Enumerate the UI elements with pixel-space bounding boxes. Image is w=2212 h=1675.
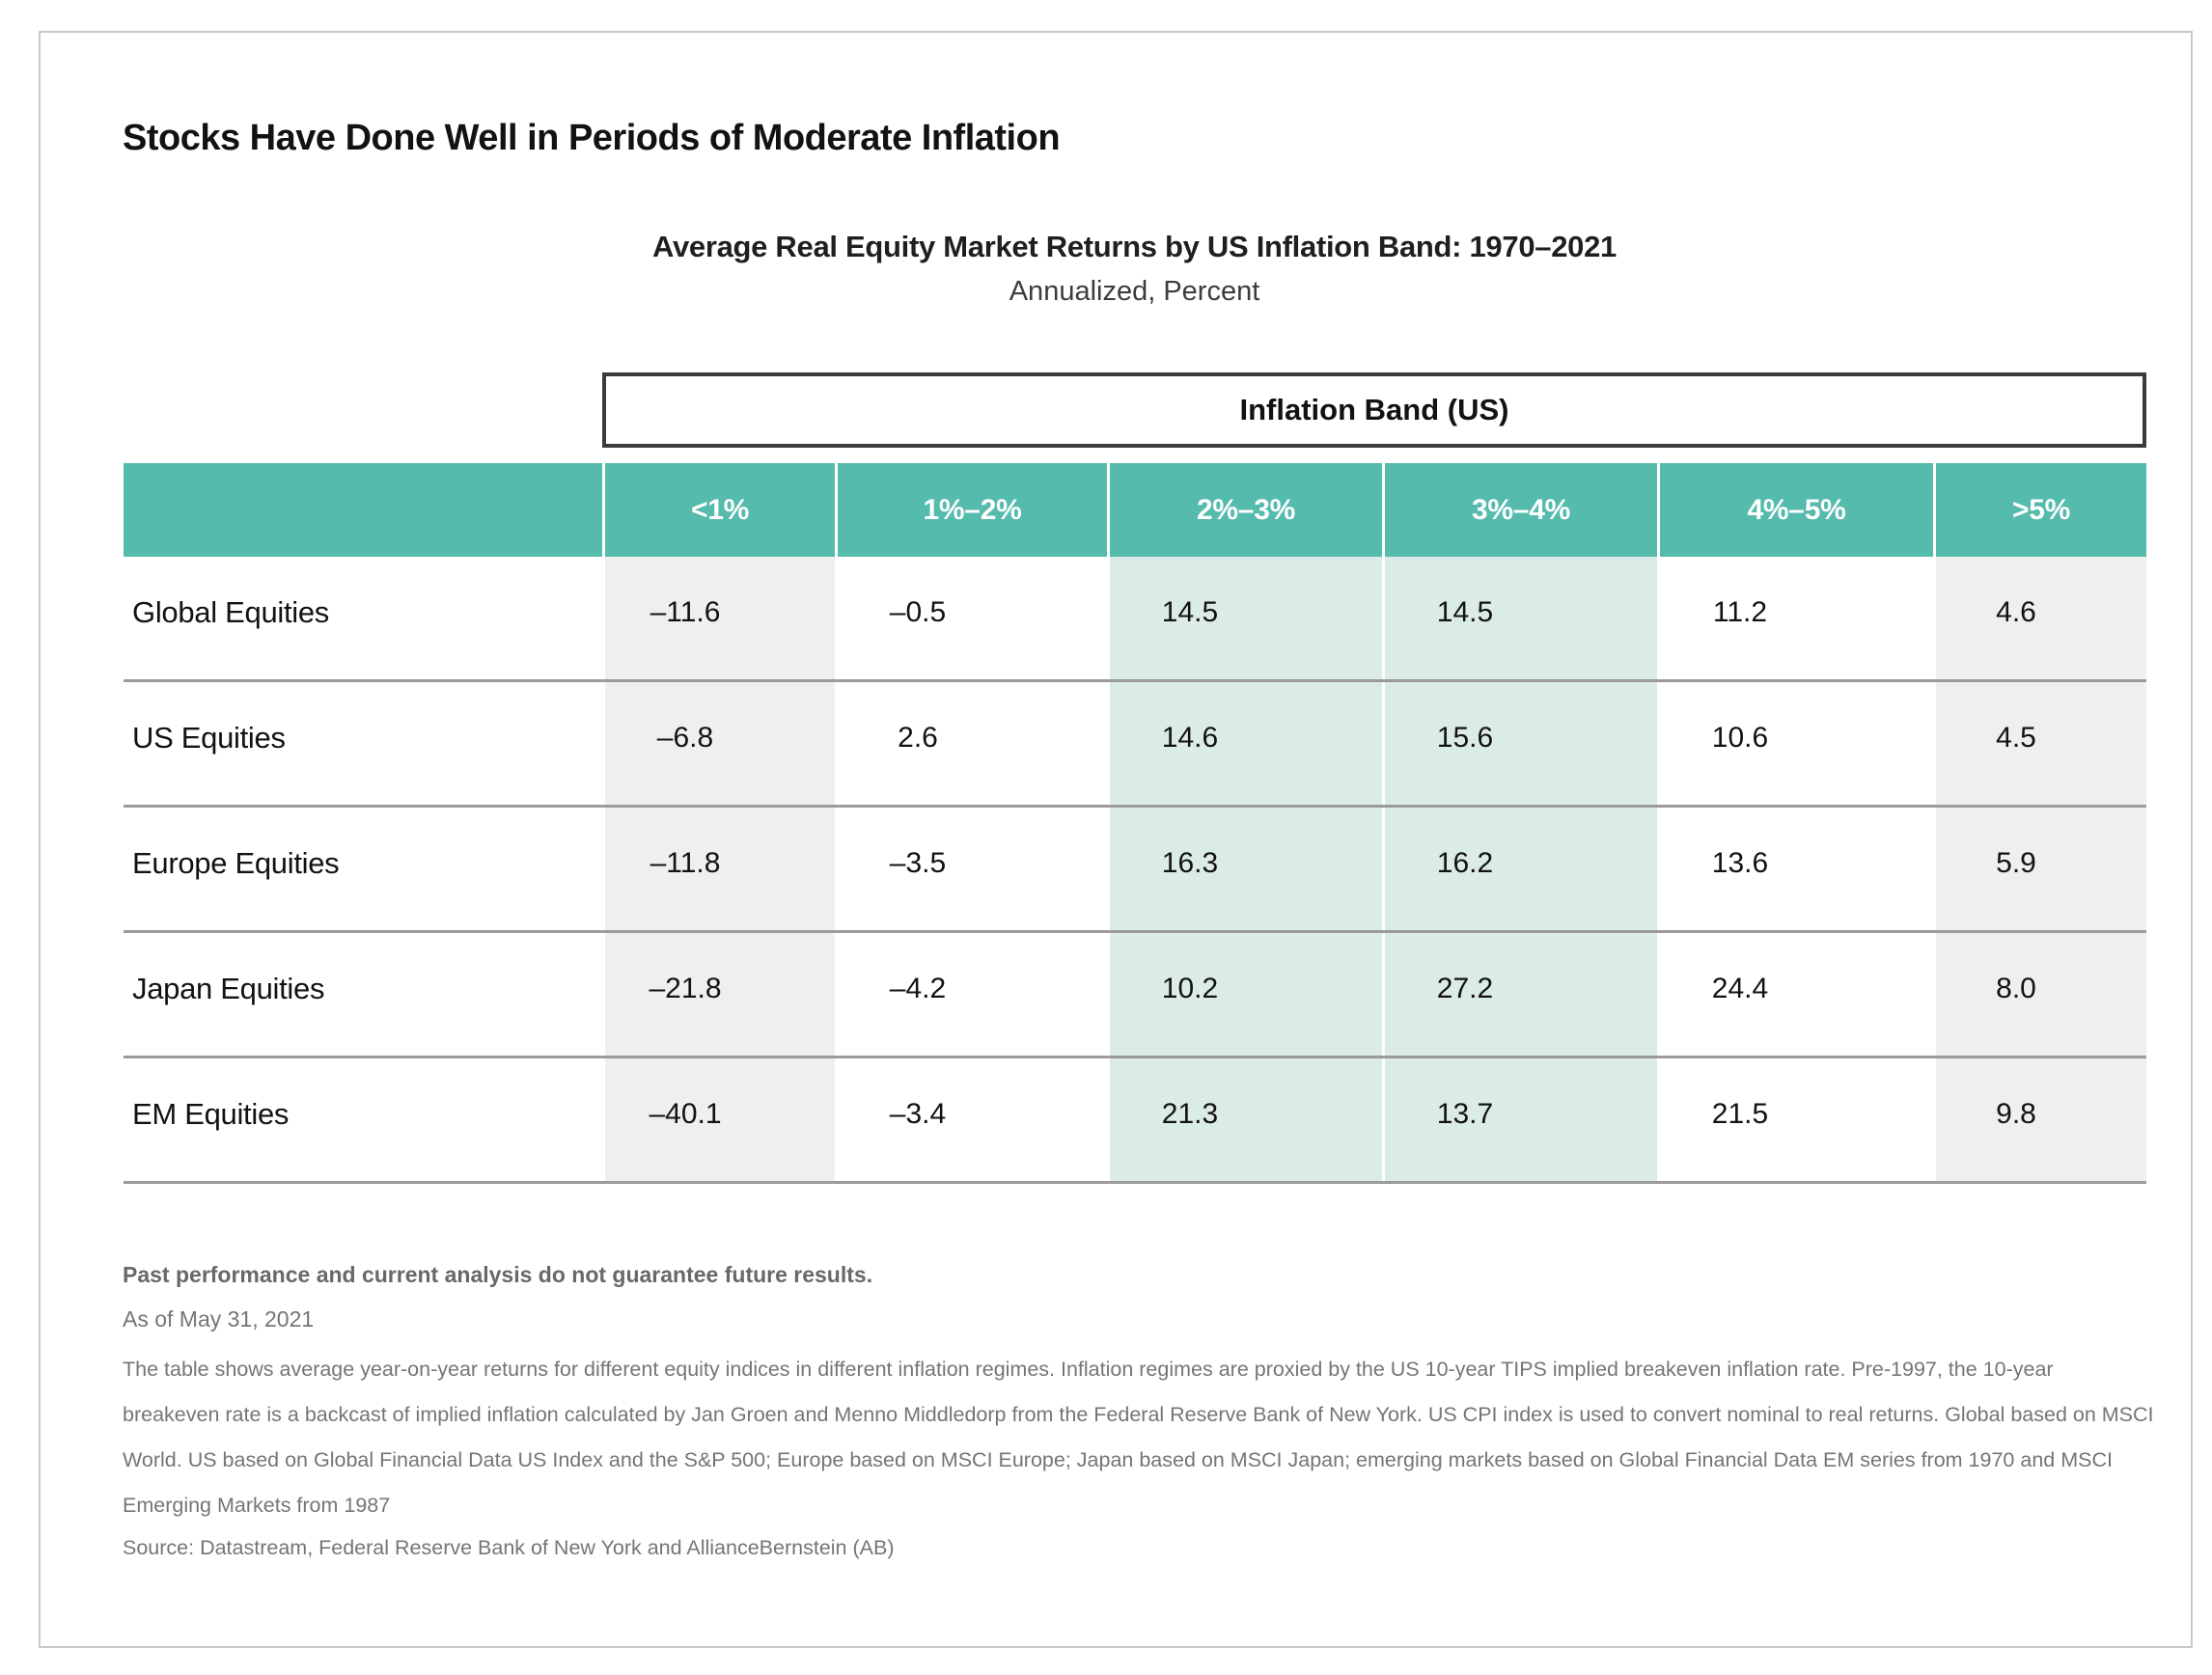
value-text: 14.5	[1161, 595, 1219, 628]
value-cell: 10.2	[1107, 933, 1382, 1056]
page-title: Stocks Have Done Well in Periods of Mode…	[123, 118, 1061, 158]
table-row: Global Equities –11.6 –0.5 14.5 14.5 11.2 4.6	[124, 557, 2146, 682]
table-body: Global Equities –11.6 –0.5 14.5 14.5 11.2 4.6 U…	[124, 557, 2146, 1184]
value-cell: –11.6	[602, 557, 835, 679]
value-text: –0.5	[889, 595, 947, 628]
value-text: 5.9	[1996, 846, 2036, 879]
value-text: 10.2	[1161, 972, 1219, 1004]
value-cell: 16.3	[1107, 808, 1382, 930]
value-text: –3.5	[889, 846, 947, 879]
column-header-0: <1%	[602, 463, 835, 557]
source-line: Source: Datastream, Federal Reserve Bank…	[123, 1536, 895, 1559]
value-cell: 10.6	[1657, 682, 1933, 805]
value-text: 11.2	[1712, 595, 1768, 628]
value-cell: 9.8	[1933, 1058, 2146, 1181]
column-header-3: 3%–4%	[1382, 463, 1657, 557]
value-text: 21.3	[1161, 1097, 1219, 1130]
returns-table: <1% 1%–2% 2%–3% 3%–4% 4%–5% >5% Global Equiti…	[124, 463, 2146, 1184]
slide-card: Stocks Have Done Well in Periods of Mode…	[39, 31, 2193, 1648]
value-text: 21.5	[1711, 1097, 1769, 1130]
value-cell: –3.5	[835, 808, 1107, 930]
value-text: 8.0	[1996, 972, 2036, 1004]
value-cell: –3.4	[835, 1058, 1107, 1181]
value-cell: 14.5	[1107, 557, 1382, 679]
row-label: Global Equities	[124, 557, 602, 679]
table-row: EM Equities –40.1 –3.4 21.3 13.7 21.5 9.8	[124, 1058, 2146, 1184]
table-header-row: <1% 1%–2% 2%–3% 3%–4% 4%–5% >5%	[124, 463, 2146, 557]
chart-units-label: Annualized, Percent	[1009, 276, 1260, 307]
value-text: 10.6	[1711, 721, 1769, 754]
value-cell: –11.8	[602, 808, 835, 930]
value-text: 15.6	[1436, 721, 1494, 754]
value-text: 24.4	[1711, 972, 1769, 1004]
table-row: Japan Equities –21.8 –4.2 10.2 27.2 24.4 8.0	[124, 933, 2146, 1058]
row-label: Europe Equities	[124, 808, 602, 930]
chart-title: Average Real Equity Market Returns by US…	[652, 230, 1617, 263]
value-text: 13.6	[1711, 846, 1769, 879]
value-text: 13.7	[1436, 1097, 1494, 1130]
value-text: –11.8	[650, 846, 721, 879]
value-text: 16.2	[1436, 846, 1494, 879]
value-text: 9.8	[1996, 1097, 2036, 1130]
value-cell: 4.5	[1933, 682, 2146, 805]
table-row: US Equities –6.8 2.6 14.6 15.6 10.6 4.5	[124, 682, 2146, 808]
column-header-2: 2%–3%	[1107, 463, 1382, 557]
value-cell: 5.9	[1933, 808, 2146, 930]
value-text: –21.8	[649, 972, 722, 1004]
value-text: 14.5	[1436, 595, 1494, 628]
table-row: Europe Equities –11.8 –3.5 16.3 16.2 13.6 5.9	[124, 808, 2146, 933]
value-cell: –0.5	[835, 557, 1107, 679]
row-label: Japan Equities	[124, 933, 602, 1056]
value-cell: 2.6	[835, 682, 1107, 805]
header-corner-cell	[124, 463, 602, 557]
value-cell: 14.5	[1382, 557, 1657, 679]
value-text: 27.2	[1436, 972, 1494, 1004]
value-cell: 4.6	[1933, 557, 2146, 679]
value-cell: 27.2	[1382, 933, 1657, 1056]
value-text: 4.5	[1996, 721, 2036, 754]
column-group-header-box: Inflation Band (US)	[602, 372, 2146, 448]
disclaimer-text: Past performance and current analysis do…	[123, 1262, 873, 1287]
value-text: –40.1	[649, 1097, 722, 1130]
as-of-date: As of May 31, 2021	[123, 1306, 315, 1332]
value-cell: 13.6	[1657, 808, 1933, 930]
methodology-note: The table shows average year-on-year ret…	[123, 1358, 2154, 1517]
column-header-5: >5%	[1933, 463, 2146, 557]
value-cell: 16.2	[1382, 808, 1657, 930]
value-cell: –6.8	[602, 682, 835, 805]
value-cell: 21.5	[1657, 1058, 1933, 1181]
chart-subtitle-block: Average Real Equity Market Returns by US…	[123, 230, 2146, 308]
value-cell: 14.6	[1107, 682, 1382, 805]
value-text: –4.2	[889, 972, 947, 1004]
value-cell: 24.4	[1657, 933, 1933, 1056]
value-cell: –4.2	[835, 933, 1107, 1056]
value-cell: –40.1	[602, 1058, 835, 1181]
value-cell: 8.0	[1933, 933, 2146, 1056]
column-header-1: 1%–2%	[835, 463, 1107, 557]
value-cell: –21.8	[602, 933, 835, 1056]
value-cell: 13.7	[1382, 1058, 1657, 1181]
column-header-4: 4%–5%	[1657, 463, 1933, 557]
value-text: –3.4	[889, 1097, 947, 1130]
value-text: 2.6	[898, 721, 938, 754]
row-label: US Equities	[124, 682, 602, 805]
value-text: –11.6	[650, 595, 721, 628]
value-text: 14.6	[1161, 721, 1219, 754]
column-group-label: Inflation Band (US)	[1239, 393, 1509, 426]
row-label: EM Equities	[124, 1058, 602, 1181]
value-text: 4.6	[1996, 595, 2036, 628]
value-cell: 15.6	[1382, 682, 1657, 805]
value-cell: 21.3	[1107, 1058, 1382, 1181]
value-cell: 11.2	[1657, 557, 1933, 679]
value-text: 16.3	[1161, 846, 1219, 879]
value-text: –6.8	[656, 721, 714, 754]
